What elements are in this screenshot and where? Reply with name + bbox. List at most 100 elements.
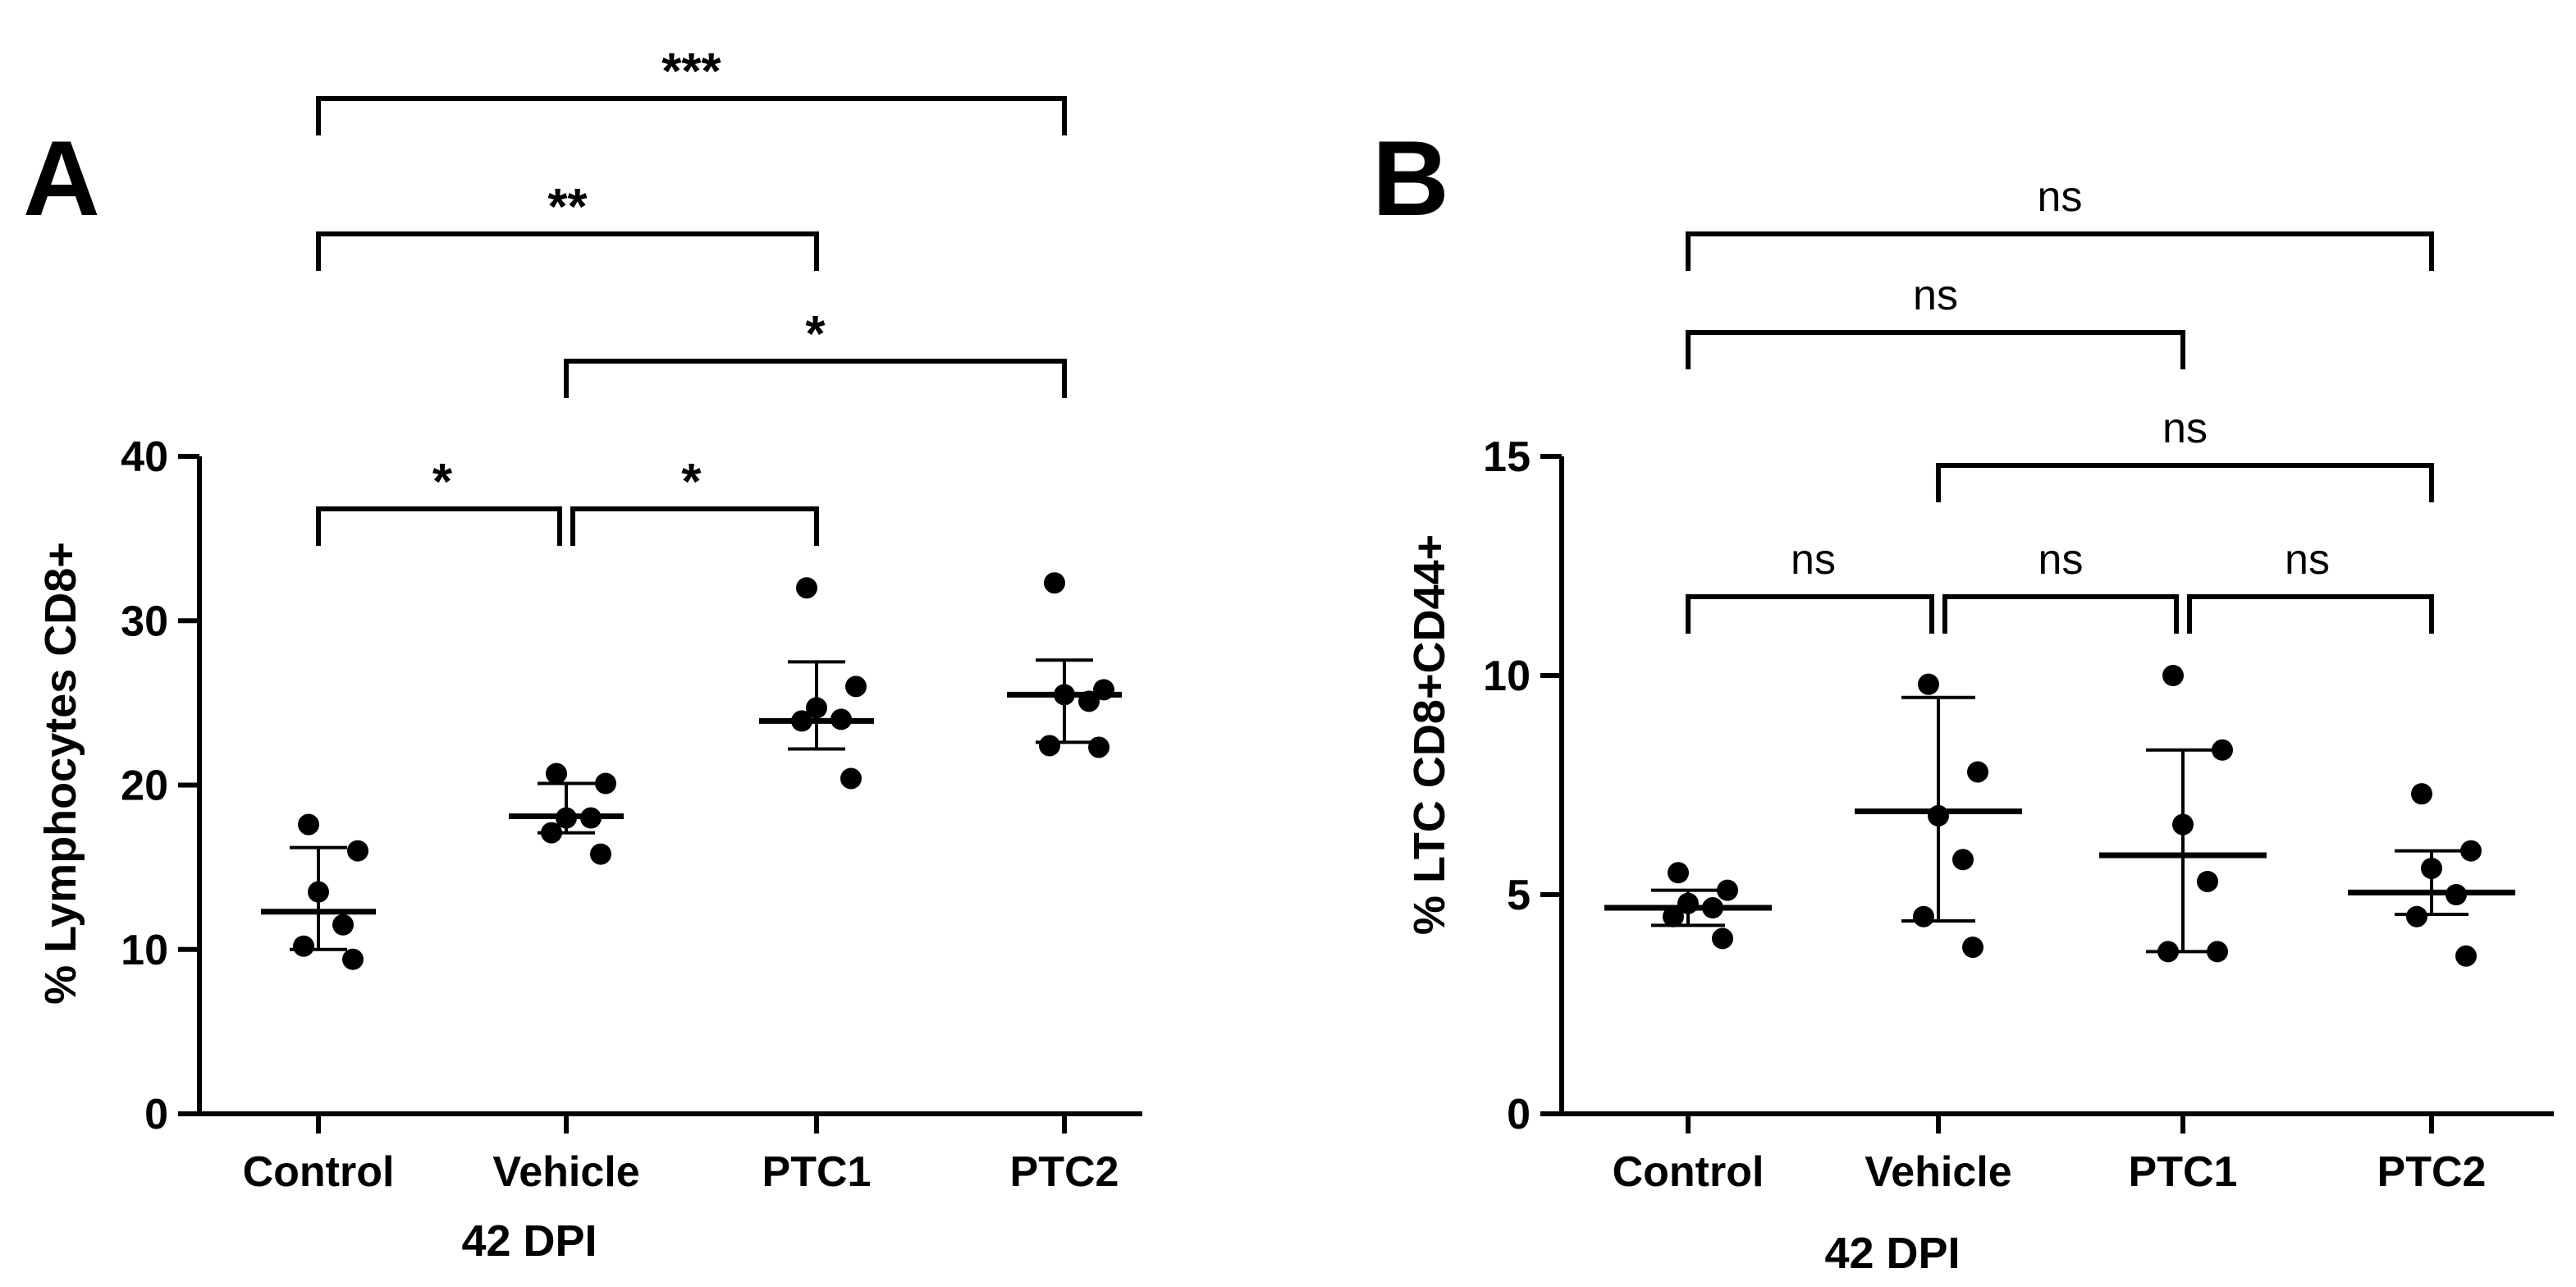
sig-label-vehicle-ptc1: * bbox=[681, 454, 702, 511]
data-point-vehicle bbox=[1962, 937, 1983, 959]
x-tick-label-ptc1: PTC1 bbox=[762, 1148, 872, 1196]
sig-label-control-ptc2: ns bbox=[2038, 173, 2083, 221]
data-point-vehicle bbox=[1928, 804, 1949, 827]
panel-a-axes bbox=[197, 456, 1142, 1116]
y-tick-label: 30 bbox=[121, 598, 168, 645]
panel-b-axes bbox=[1559, 456, 2554, 1116]
y-tick-label: 0 bbox=[1507, 1091, 1531, 1138]
x-tick-label-ptc2: PTC2 bbox=[1010, 1148, 1119, 1196]
panel-a-significance: * ******* bbox=[316, 44, 1067, 546]
sig-label-control-ptc2: *** bbox=[661, 44, 721, 100]
sig-bracket-control-ptc2 bbox=[316, 96, 1067, 135]
sig-label-vehicle-ptc1: ns bbox=[2038, 536, 2084, 584]
panel-a-points bbox=[293, 572, 1114, 970]
panel-a-x-ticks: Control Vehicle PTC1 PTC2 bbox=[243, 1114, 1119, 1196]
data-point-ptc2 bbox=[1093, 679, 1114, 701]
panel-a-y-ticks: 0 10 20 30 40 bbox=[121, 433, 199, 1138]
panel-b-significance: ns ns ns ns ns ns bbox=[1686, 173, 2434, 634]
sig-bracket-vehicle-ptc2 bbox=[564, 359, 1067, 398]
data-point-vehicle bbox=[1913, 905, 1934, 927]
data-point-control bbox=[1677, 892, 1699, 914]
data-point-ptc2 bbox=[1078, 690, 1100, 712]
data-point-ptc1 bbox=[2212, 739, 2233, 761]
x-tick-label-vehicle: Vehicle bbox=[1865, 1148, 2011, 1196]
data-point-vehicle bbox=[1967, 761, 1988, 783]
data-point-ptc2 bbox=[1088, 736, 1110, 758]
data-point-ptc2 bbox=[2406, 905, 2427, 927]
x-tick-label-control: Control bbox=[1613, 1148, 1764, 1196]
data-point-control bbox=[1712, 927, 1733, 950]
data-point-control bbox=[1663, 905, 1684, 927]
data-point-control bbox=[293, 935, 314, 957]
sig-label-control-vehicle: * bbox=[432, 454, 453, 511]
sig-bracket-control-ptc2 bbox=[1686, 231, 2434, 271]
panel-b-y-ticks: 0 5 10 15 bbox=[1483, 433, 1562, 1138]
x-tick-label-control: Control bbox=[243, 1148, 395, 1196]
y-tick-label: 10 bbox=[1483, 653, 1531, 700]
panel-a-ylabel: % Lymphocytes CD8+ bbox=[36, 542, 85, 1005]
data-point-control bbox=[1717, 879, 1738, 901]
sig-label-vehicle-ptc2: ns bbox=[2162, 405, 2208, 452]
data-point-ptc1 bbox=[2172, 813, 2194, 836]
panel-a: A % Lymphocytes CD8+ 42 DPI 0 10 20 30 40 Co… bbox=[23, 44, 1142, 1266]
sig-bracket-control-ptc1 bbox=[1686, 330, 2185, 369]
data-point-vehicle bbox=[1952, 849, 1974, 871]
y-tick-label: 15 bbox=[1483, 433, 1531, 481]
data-point-control bbox=[308, 881, 329, 903]
sig-bracket-ptc1-ptc2 bbox=[2187, 594, 2434, 634]
data-point-ptc1 bbox=[830, 708, 852, 731]
panel-a-letter: A bbox=[23, 118, 100, 238]
data-point-ptc2 bbox=[2421, 857, 2442, 879]
data-point-ptc1 bbox=[840, 767, 862, 790]
sig-bracket-vehicle-ptc2 bbox=[1936, 463, 2434, 502]
data-point-control bbox=[298, 813, 319, 836]
y-tick-label: 10 bbox=[121, 927, 168, 974]
data-point-vehicle bbox=[546, 763, 567, 785]
data-point-ptc1 bbox=[806, 697, 827, 719]
x-tick-label-ptc2: PTC2 bbox=[2377, 1148, 2487, 1196]
data-point-control bbox=[342, 948, 364, 970]
x-tick-label-vehicle: Vehicle bbox=[492, 1148, 639, 1196]
sig-label-control-ptc1: ns bbox=[1913, 272, 1958, 319]
panel-b-ylabel: % LTC CD8+CD44+ bbox=[1405, 534, 1454, 935]
data-point-ptc1 bbox=[796, 577, 817, 599]
data-point-vehicle bbox=[595, 772, 616, 795]
data-point-vehicle bbox=[1918, 673, 1939, 695]
data-point-ptc2 bbox=[2411, 783, 2432, 805]
panel-b-error-bars bbox=[1604, 695, 2515, 954]
data-point-vehicle bbox=[590, 843, 611, 865]
sig-label-control-vehicle: ns bbox=[1791, 536, 1836, 584]
sig-bracket-vehicle-ptc1 bbox=[570, 506, 819, 546]
data-point-vehicle bbox=[556, 807, 577, 829]
data-point-ptc2 bbox=[2455, 945, 2477, 967]
sig-bracket-control-vehicle bbox=[1686, 594, 1934, 634]
panel-a-error-bars bbox=[261, 658, 1122, 951]
y-tick-label: 0 bbox=[144, 1091, 168, 1138]
sig-bracket-control-vehicle bbox=[316, 506, 562, 546]
data-point-ptc1 bbox=[2197, 870, 2218, 892]
data-point-vehicle bbox=[580, 807, 602, 829]
sig-bracket-control-ptc1 bbox=[316, 231, 819, 271]
panel-b-letter: B bbox=[1372, 118, 1449, 238]
x-tick-label-ptc1: PTC1 bbox=[2129, 1148, 2238, 1196]
sig-label-control-ptc1: ** bbox=[547, 179, 588, 236]
data-point-control bbox=[1668, 862, 1689, 884]
panel-b: B % LTC CD8+CD44+ 42 DPI 0 5 10 15 Control V… bbox=[1372, 118, 2554, 1278]
data-point-control bbox=[332, 914, 354, 936]
panel-b-x-ticks: Control Vehicle PTC1 PTC2 bbox=[1613, 1114, 2487, 1196]
data-point-control bbox=[1702, 897, 1723, 919]
data-point-vehicle bbox=[541, 822, 562, 844]
data-point-ptc2 bbox=[1039, 735, 1060, 757]
data-point-ptc1 bbox=[2157, 941, 2179, 963]
panel-b-points bbox=[1663, 665, 2482, 967]
data-point-ptc1 bbox=[2207, 941, 2228, 963]
sig-bracket-vehicle-ptc1 bbox=[1942, 594, 2179, 634]
sig-label-ptc1-ptc2: ns bbox=[2285, 536, 2330, 584]
y-tick-label: 20 bbox=[121, 763, 168, 810]
data-point-ptc1 bbox=[845, 676, 867, 698]
data-point-ptc2 bbox=[2446, 884, 2467, 905]
sig-label-vehicle-ptc2: * bbox=[805, 306, 826, 363]
data-point-ptc1 bbox=[2162, 665, 2184, 686]
y-tick-label: 40 bbox=[121, 433, 168, 481]
